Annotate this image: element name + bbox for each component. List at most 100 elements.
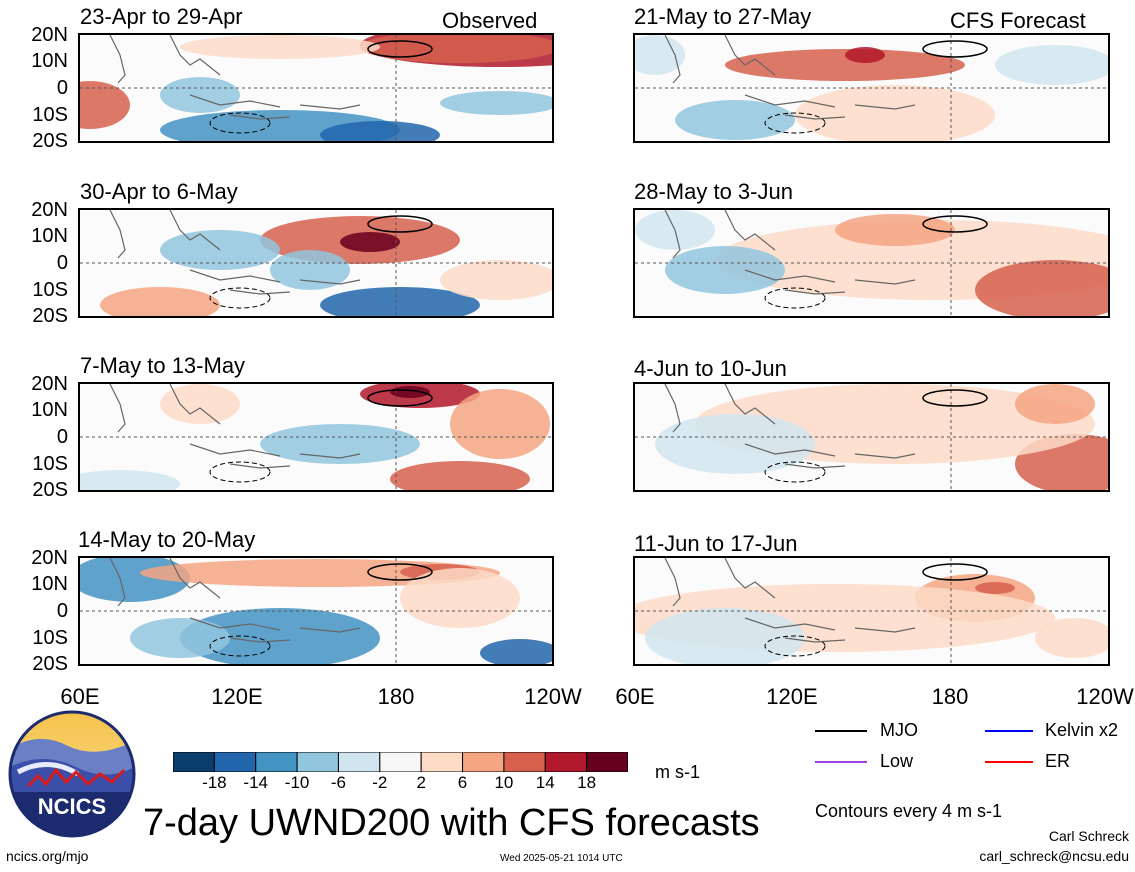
anomaly-region [340,232,400,252]
lat-label-20n-panel-1: 20N [31,24,68,46]
anomaly-region [1035,618,1108,658]
mjo-contour-negative [764,461,826,483]
colorbar-swatch [379,751,422,773]
mjo-contour [922,215,988,233]
panel-title-8: 11-Jun to 17-Jun [634,531,798,556]
coastline [109,558,361,643]
coastline [664,210,916,295]
footer-timestamp: Wed 2025-05-21 1014 UTC [500,853,623,864]
anomaly-region [400,568,520,628]
mjo-contour [922,40,988,58]
lat-label-20s-panel-2: 20S [32,305,68,327]
lon-label-120e-right: 120E [766,684,818,709]
lon-label-120e-left: 120E [211,684,263,709]
ncics-logo: NCICS [8,710,136,838]
lat-label-10n-panel-4: 10N [31,573,68,595]
anomaly-region [995,45,1108,85]
observed-label: Observed [442,8,538,33]
lon-label-60e-left: 60E [60,684,100,709]
coastline [109,210,361,295]
anomaly-region [665,246,785,294]
colorbar-tick-label: -6 [330,773,347,792]
panel-title-2: 30-Apr to 6-May [80,179,238,204]
colorbar [172,751,629,777]
wind-anomaly-field [635,35,1108,141]
anomaly-region [80,470,180,490]
map-panel-forecast-4 [633,556,1110,666]
lat-label-0-panel-3: 0 [56,426,68,448]
colorbar-tick-label: 14 [535,773,555,792]
wind-anomaly-field [80,558,552,664]
mjo-contour [922,389,988,407]
colorbar-swatch [544,751,588,773]
colorbar-swatch [255,751,298,773]
map-panel-observed-3 [78,382,554,492]
panel-title-1: 23-Apr to 29-Apr [80,4,243,29]
map-panel-observed-1 [78,33,554,143]
anomaly-region [80,81,130,129]
anomaly-region [725,49,965,81]
wind-anomaly-field [80,35,552,141]
map-panel-observed-4 [78,556,554,666]
mjo-contour [367,563,433,581]
coastline [109,384,361,469]
colorbar-swatch [296,751,339,773]
lat-label-10s-panel-2: 10S [32,279,68,301]
lat-label-0-panel-4: 0 [56,600,68,622]
colorbar-tick-label: 18 [577,773,597,792]
legend-line-kelvin [985,730,1033,732]
lat-label-20n-panel-3: 20N [31,373,68,395]
lat-label-0-panel-2: 0 [56,252,68,274]
anomaly-region [975,582,1015,594]
mjo-contour-negative [209,461,271,483]
wind-anomaly-field [80,210,552,316]
lat-label-10n-panel-2: 10N [31,225,68,247]
anomaly-region [270,250,350,290]
anomaly-region [180,608,380,664]
wind-anomaly-field [635,210,1108,316]
lat-label-10s-panel-4: 10S [32,627,68,649]
mjo-contour [367,40,433,58]
lon-label-180-left: 180 [377,684,415,709]
mjo-contour-negative [764,112,826,134]
mjo-contour [367,215,433,233]
lon-label-120w-left: 120W [524,684,582,709]
anomaly-region [450,389,550,459]
lon-label-120w-right: 120W [1076,684,1134,709]
anomaly-region [440,91,552,115]
panel-title-7: 4-Jun to 10-Jun [634,356,787,381]
legend-line-mjo [815,730,867,732]
colorbar-swatch [420,751,464,773]
anomaly-region [795,85,995,141]
colorbar-swatch [503,751,546,773]
lat-label-10n-panel-3: 10N [31,399,68,421]
lat-label-20s-panel-3: 20S [32,479,68,501]
legend-label-low: Low [880,751,914,771]
mjo-contour-negative [209,287,271,309]
coastline [664,384,916,469]
legend-label-kelvin: Kelvin x2 [1045,720,1119,740]
mjo-contour [922,563,988,581]
panel-title-5: 21-May to 27-May [634,4,812,29]
anomaly-region [675,100,795,140]
footer-author: Carl Schreck [1048,828,1129,844]
colorbar-swatch [172,751,215,773]
anomaly-region [100,287,220,316]
anomaly-region [160,384,240,424]
main-title: 7-day UWND200 with CFS forecasts [143,802,760,844]
anomaly-region [635,35,685,75]
lat-label-10s-panel-3: 10S [32,453,68,475]
anomaly-region [655,414,815,474]
legend-label-er: ER [1045,751,1071,771]
colorbar-tick-label: -10 [284,773,310,792]
contour-note: Contours every 4 m s-1 [815,801,1003,821]
colorbar-tick-label: -2 [372,773,388,792]
lon-label-180-right: 180 [931,684,969,709]
map-panel-forecast-1 [633,33,1110,143]
anomaly-region [480,639,552,664]
footer-email[interactable]: carl_schreck@ncsu.edu [979,848,1129,864]
footer-url[interactable]: ncics.org/mjo [6,848,89,864]
panel-title-6: 28-May to 3-Jun [634,179,793,204]
colorbar-tick-label: 2 [416,773,426,792]
lat-label-20s-panel-1: 20S [32,130,68,152]
